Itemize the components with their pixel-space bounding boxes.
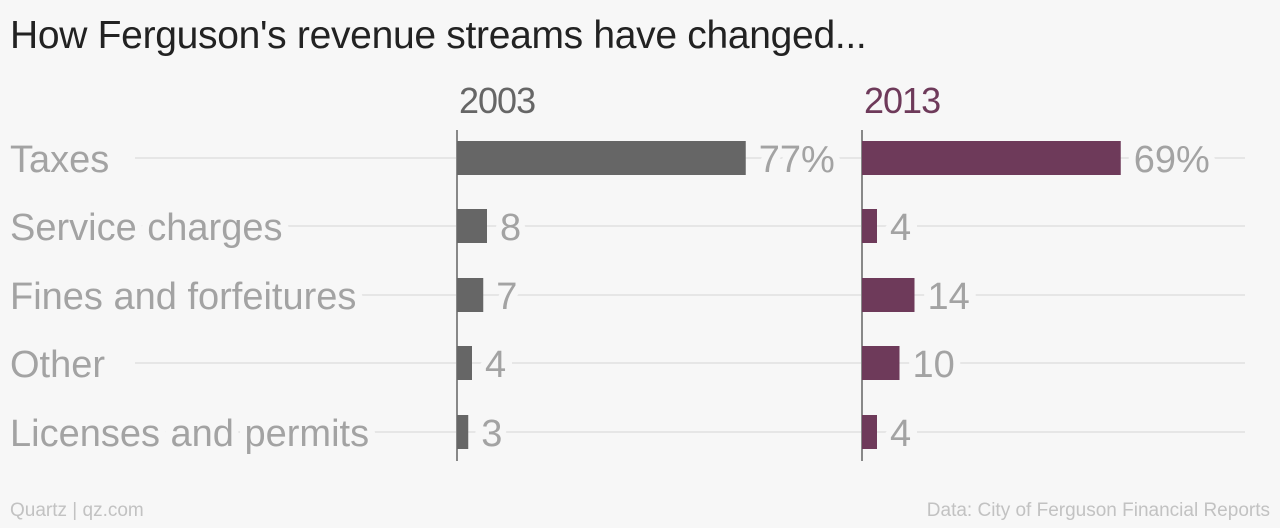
bar-2013-2 bbox=[862, 278, 915, 312]
series-header-2003: 2003 bbox=[459, 80, 535, 121]
category-label: Other bbox=[10, 344, 105, 386]
bar-2003-1 bbox=[457, 209, 487, 243]
category-label: Service charges bbox=[10, 207, 282, 249]
value-label-2013-4: 4 bbox=[890, 413, 911, 455]
bar-2003-4 bbox=[457, 415, 469, 449]
bar-2013-1 bbox=[862, 209, 877, 243]
bar-2013-4 bbox=[862, 415, 877, 449]
bar-2013-3 bbox=[862, 346, 900, 380]
value-label-2013-3: 10 bbox=[913, 344, 955, 386]
category-label: Taxes bbox=[10, 139, 109, 181]
value-label-2013-2: 14 bbox=[928, 276, 970, 318]
bar-2003-0 bbox=[457, 141, 746, 175]
category-label: Licenses and permits bbox=[10, 413, 369, 455]
value-label-2013-0: 69% bbox=[1134, 139, 1210, 181]
value-label-2003-1: 8 bbox=[500, 207, 521, 249]
value-label-2003-2: 7 bbox=[496, 276, 517, 318]
footer-source: Quartz | qz.com bbox=[10, 500, 144, 521]
value-label-2003-3: 4 bbox=[485, 344, 506, 386]
footer-credit: Data: City of Ferguson Financial Reports bbox=[926, 500, 1270, 521]
series-header-2013: 2013 bbox=[864, 80, 940, 121]
value-label-2003-4: 3 bbox=[481, 413, 502, 455]
bar-2013-0 bbox=[862, 141, 1121, 175]
bar-2003-2 bbox=[457, 278, 484, 312]
chart-title: How Ferguson's revenue streams have chan… bbox=[10, 14, 867, 57]
category-label: Fines and forfeitures bbox=[10, 276, 356, 318]
value-label-2013-1: 4 bbox=[890, 207, 911, 249]
value-label-2003-0: 77% bbox=[759, 139, 835, 181]
bar-2003-3 bbox=[457, 346, 472, 380]
